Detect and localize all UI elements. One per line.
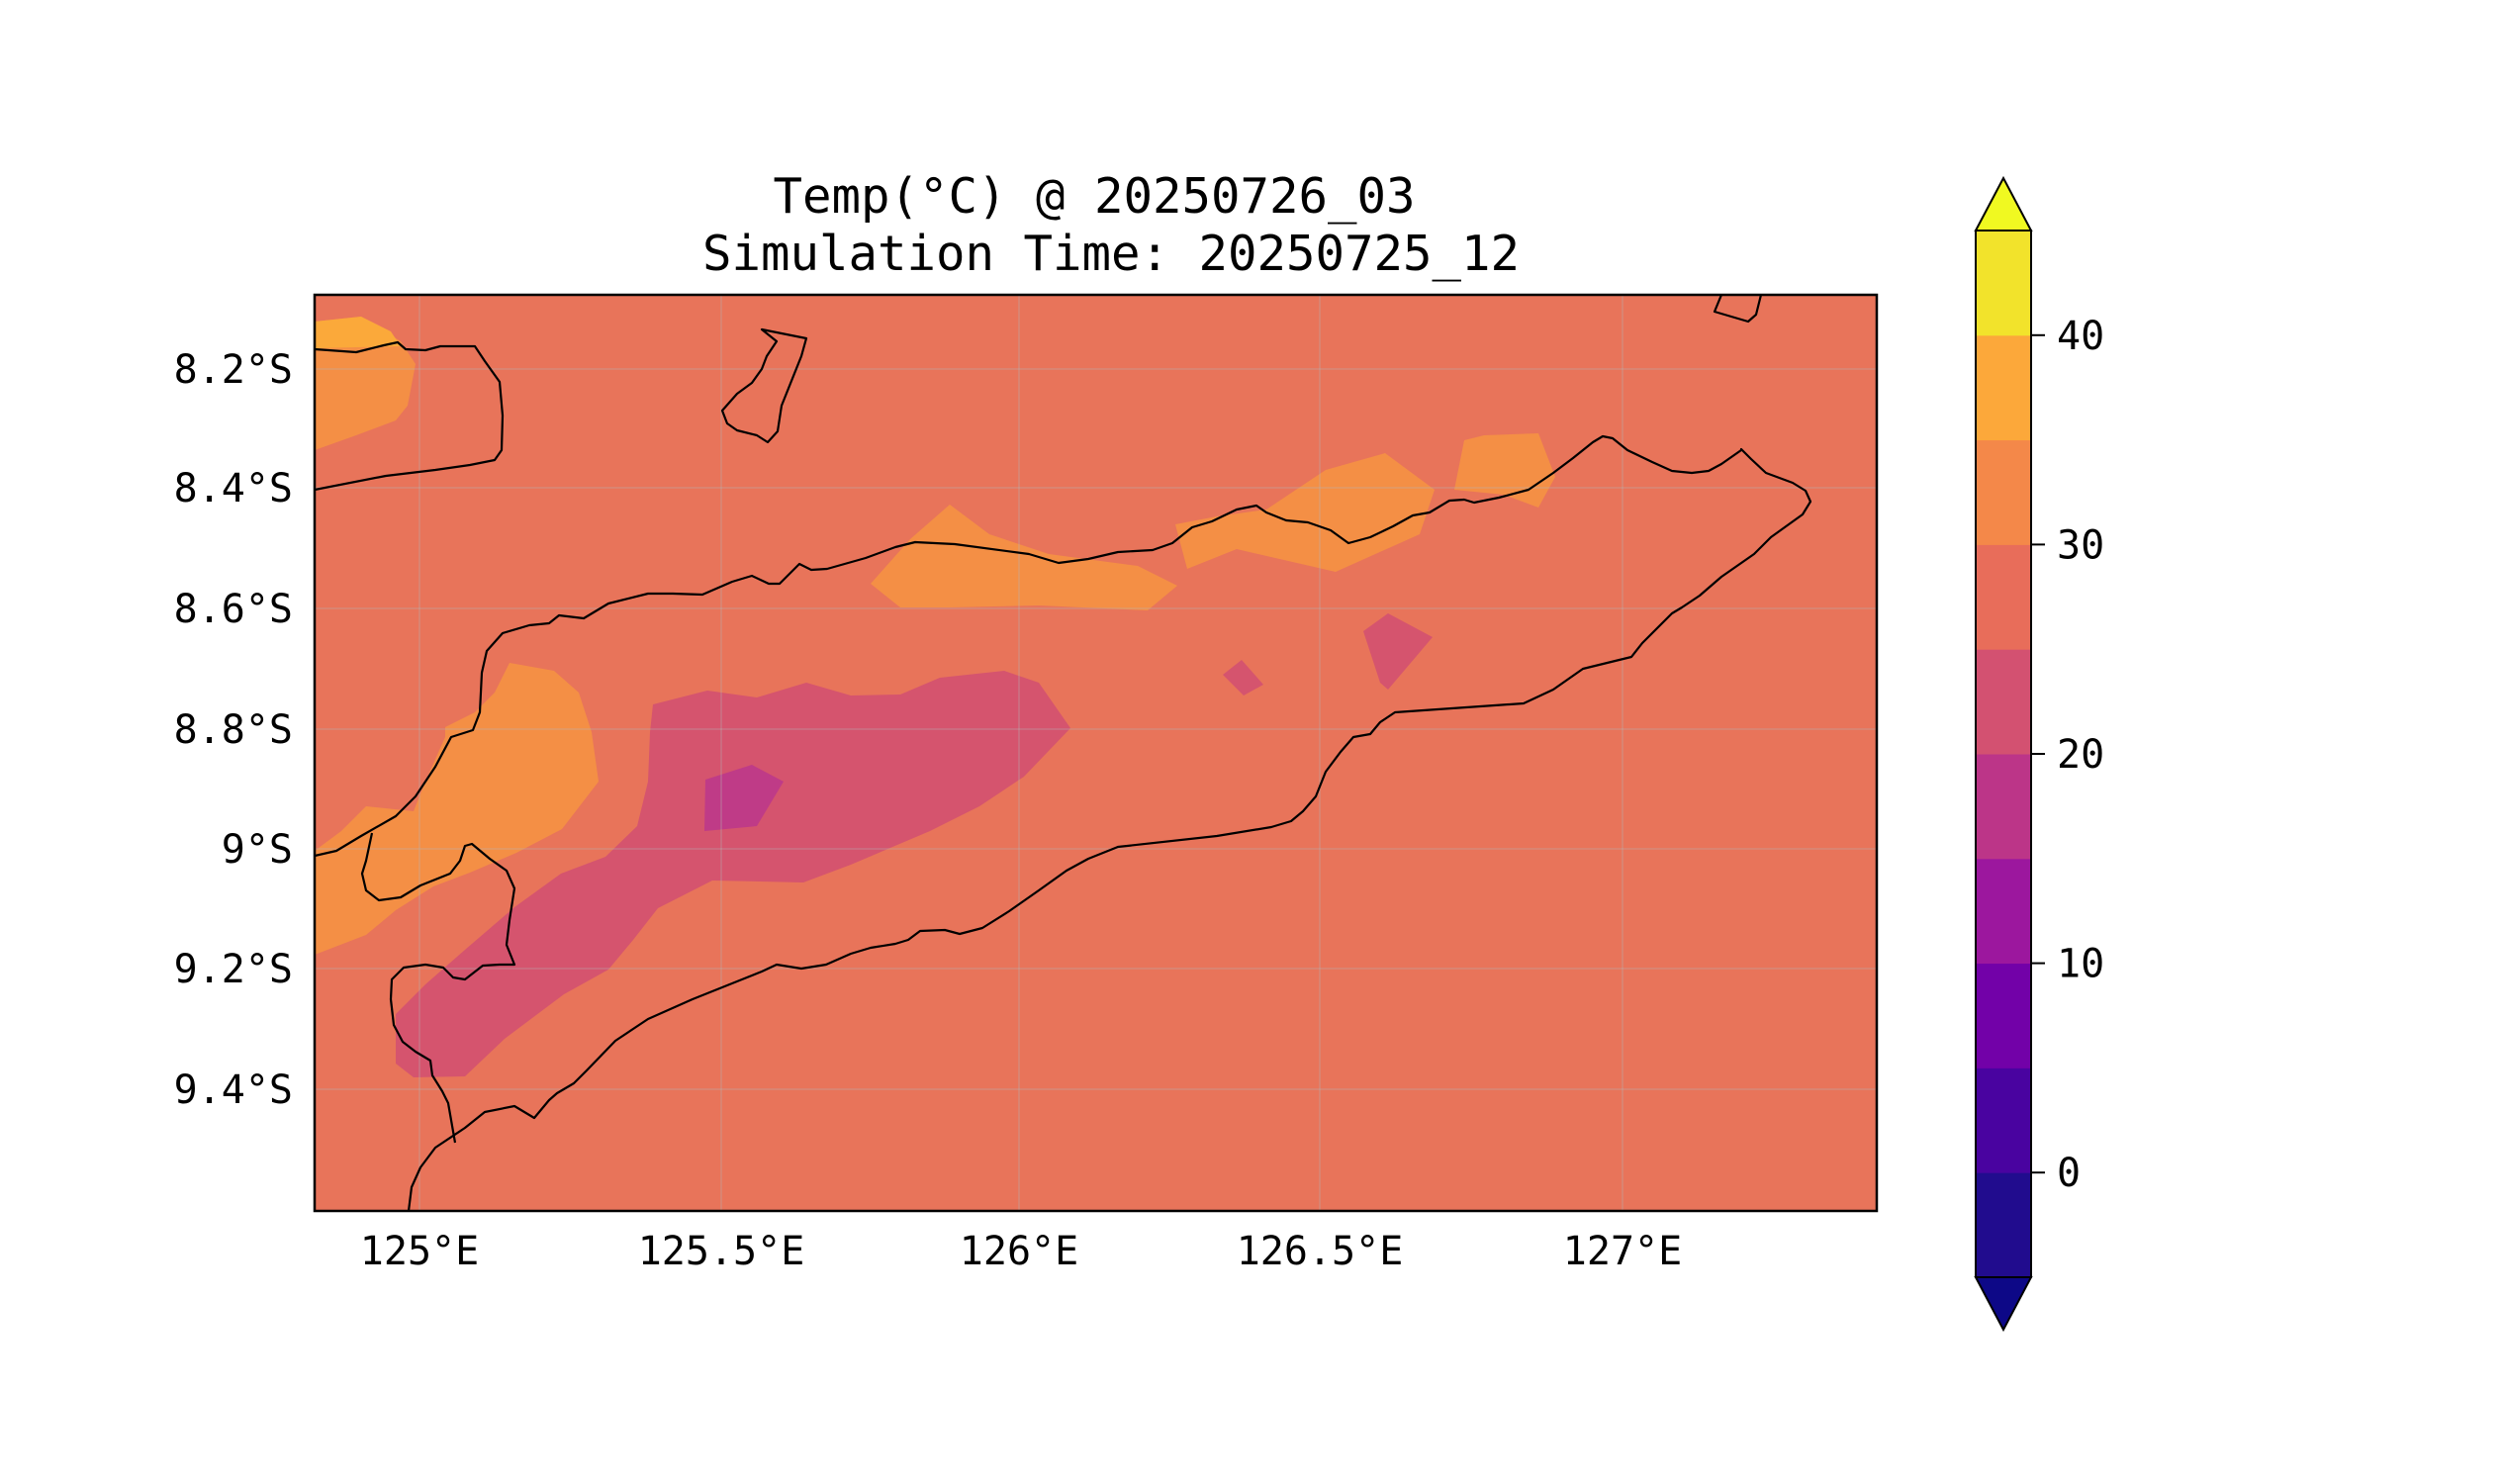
x-axis: 125°E 125.5°E 126°E 126.5°E 127°E [360, 1229, 1682, 1274]
contour-15-20-core [704, 765, 784, 831]
colorbar-segment [1976, 334, 2031, 441]
chart-title: Temp(°C) @ 20250726_03 [773, 168, 1415, 225]
contour-20-25-east-2 [1363, 613, 1433, 690]
colorbar-tick-label: 30 [2057, 522, 2104, 568]
colorbar-segment [1976, 439, 2031, 545]
coastline-island-northeast [1713, 295, 1763, 324]
y-tick-label: 8.8°S [174, 707, 293, 753]
coastline-atauro [720, 327, 808, 444]
y-tick-label: 8.6°S [174, 587, 293, 632]
y-tick-label: 8.2°S [174, 347, 293, 393]
coastline-oecusse-enclave [360, 832, 516, 1144]
x-tick-label: 126.5°E [1237, 1229, 1404, 1274]
map-frame [313, 293, 1879, 1213]
y-axis: 8.2°S 8.4°S 8.6°S 8.8°S 9°S 9.2°S 9.4°S [174, 347, 293, 1113]
x-tick-label: 127°E [1563, 1229, 1682, 1274]
y-tick-label: 9°S [222, 827, 293, 873]
map-panel [315, 295, 1877, 1211]
coastline-timor-north [315, 434, 1812, 1211]
colorbar-tick-label: 0 [2057, 1151, 2081, 1196]
colorbar-extend-top [1974, 175, 2033, 232]
x-tick-label: 125.5°E [638, 1229, 805, 1274]
colorbar-tick-label: 40 [2057, 314, 2104, 359]
colorbar-segment [1976, 231, 2031, 336]
coastline-alor-south [315, 340, 505, 492]
colorbar-tick-label: 20 [2057, 732, 2104, 778]
contour-35-40-northwest [315, 317, 401, 348]
colorbar-segment [1976, 1172, 2031, 1278]
y-tick-label: 9.4°S [174, 1067, 293, 1113]
contour-20-25-east-1 [1223, 660, 1263, 696]
colorbar-ticks: 0 10 20 30 40 [2031, 314, 2104, 1196]
x-tick-label: 125°E [360, 1229, 479, 1274]
colorbar-segment [1976, 963, 2031, 1068]
contour-30-35-north-coast-2 [1175, 453, 1435, 572]
colorbar-extend-bottom [1974, 1276, 2033, 1333]
gridlines [315, 295, 1877, 1211]
colorbar-segment [1976, 649, 2031, 755]
colorbar-tick-label: 10 [2057, 942, 2104, 987]
y-tick-label: 9.2°S [174, 947, 293, 992]
y-tick-label: 8.4°S [174, 466, 293, 511]
colorbar-segment [1976, 544, 2031, 650]
coastlines [315, 295, 1812, 1211]
contour-20-25-mountains [396, 671, 1070, 1077]
contour-30-35-north-coast-1 [871, 505, 1177, 610]
chart-subtitle: Simulation Time: 20250725_12 [702, 226, 1520, 282]
colorbar-segment [1976, 1067, 2031, 1173]
colorbar-segments [1976, 231, 2031, 1278]
colorbar: 0 10 20 30 40 [1974, 175, 2104, 1333]
contour-30-35-west-lowland [315, 663, 599, 955]
colorbar-segment [1976, 858, 2031, 965]
colorbar-segment [1976, 754, 2031, 860]
x-tick-label: 126°E [960, 1229, 1078, 1274]
